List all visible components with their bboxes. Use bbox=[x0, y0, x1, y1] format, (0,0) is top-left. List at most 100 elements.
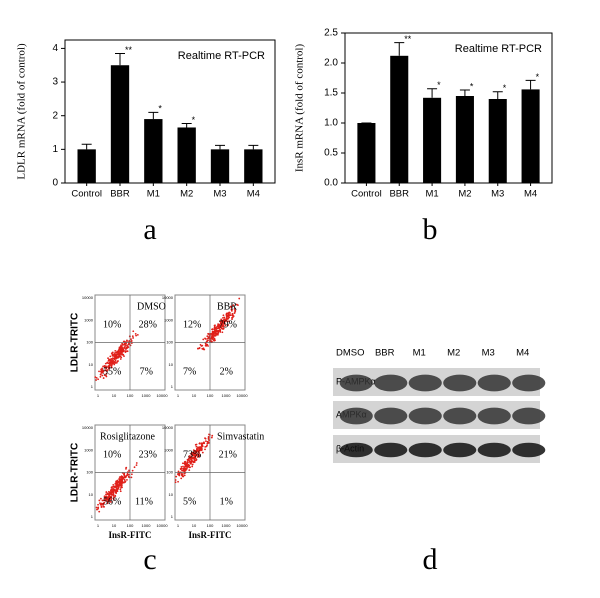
quadrant-ur: 28% bbox=[139, 319, 157, 330]
y-tick-label: 100 bbox=[86, 470, 93, 475]
band bbox=[512, 407, 546, 425]
event-dot bbox=[203, 348, 206, 351]
band bbox=[512, 374, 546, 392]
event-dot bbox=[111, 360, 113, 363]
event-dot bbox=[119, 488, 122, 491]
event-dot bbox=[195, 448, 198, 450]
event-dot bbox=[111, 358, 113, 361]
y-tick-label: 10000 bbox=[162, 295, 174, 300]
event-dot bbox=[193, 452, 196, 455]
error-bar bbox=[248, 144, 259, 150]
panel-label: a bbox=[143, 213, 156, 246]
event-dot bbox=[112, 490, 115, 493]
event-dot bbox=[213, 334, 216, 337]
event-dot bbox=[214, 334, 217, 337]
event-dot bbox=[95, 376, 98, 379]
event-dot bbox=[214, 331, 217, 333]
lane-label: BBR bbox=[375, 348, 395, 359]
event-dot bbox=[182, 465, 184, 468]
significance-mark: * bbox=[470, 81, 474, 91]
event-dot bbox=[201, 445, 204, 448]
event-dot bbox=[231, 318, 233, 321]
quadrant-ul: 10% bbox=[103, 319, 121, 330]
event-dot bbox=[213, 326, 216, 329]
event-dot bbox=[186, 459, 189, 462]
sample-label: BBR bbox=[217, 301, 237, 312]
event-dot bbox=[124, 346, 127, 348]
x-tick-label: M4 bbox=[247, 189, 260, 200]
event-dot bbox=[229, 312, 231, 314]
event-dot bbox=[113, 353, 116, 356]
event-dot bbox=[135, 464, 138, 467]
event-dot bbox=[110, 486, 113, 489]
event-dot bbox=[216, 327, 218, 330]
event-dot bbox=[115, 487, 118, 490]
event-dot bbox=[106, 496, 109, 499]
event-dot bbox=[238, 297, 241, 300]
event-dot bbox=[97, 506, 100, 509]
event-dot bbox=[189, 466, 191, 469]
event-dot bbox=[115, 351, 118, 354]
event-dot bbox=[234, 309, 237, 312]
error-bar bbox=[81, 143, 92, 150]
event-dot bbox=[107, 357, 109, 360]
event-dot bbox=[114, 349, 117, 352]
event-dot bbox=[183, 468, 185, 471]
event-dot bbox=[118, 484, 121, 486]
event-dot bbox=[220, 318, 223, 321]
event-dot bbox=[116, 479, 119, 482]
event-dot bbox=[197, 347, 199, 350]
y-tick-label: 2 bbox=[52, 110, 58, 121]
y-tick-label: 2.5 bbox=[324, 28, 338, 39]
y-tick-label: 1 bbox=[91, 384, 94, 389]
event-dot bbox=[184, 465, 187, 468]
y-tick-label: 1 bbox=[171, 514, 174, 519]
event-dot bbox=[174, 479, 177, 481]
error-bar bbox=[427, 88, 438, 98]
error-bar bbox=[525, 79, 536, 90]
event-dot bbox=[223, 322, 225, 325]
y-tick-label: 100 bbox=[166, 340, 173, 345]
event-dot bbox=[228, 316, 231, 319]
band bbox=[443, 407, 477, 425]
event-dot bbox=[119, 479, 121, 482]
event-dot bbox=[177, 480, 179, 483]
x-tick-label: 100 bbox=[127, 523, 134, 528]
event-dot bbox=[187, 461, 189, 464]
event-dot bbox=[198, 448, 201, 450]
event-dot bbox=[211, 434, 214, 437]
event-dot bbox=[192, 452, 195, 454]
event-dot bbox=[100, 505, 103, 508]
event-dot bbox=[223, 316, 226, 319]
event-dot bbox=[95, 506, 98, 509]
event-dot bbox=[124, 476, 127, 479]
event-dot bbox=[197, 446, 200, 449]
event-dot bbox=[203, 441, 205, 444]
significance-mark: ** bbox=[125, 45, 133, 55]
y-tick-label: 10 bbox=[169, 362, 174, 367]
y-tick-label: 1.5 bbox=[324, 88, 338, 99]
chart-annotation: Realtime RT-PCR bbox=[178, 50, 265, 62]
event-dot bbox=[97, 507, 100, 510]
event-dot bbox=[123, 476, 125, 479]
event-dot bbox=[101, 371, 104, 374]
event-dot bbox=[201, 451, 204, 454]
event-dot bbox=[116, 485, 119, 488]
event-dot bbox=[127, 474, 129, 476]
y-tick-label: 10 bbox=[169, 492, 174, 497]
event-dot bbox=[210, 339, 212, 342]
event-dot bbox=[118, 348, 121, 351]
event-dot bbox=[201, 344, 204, 347]
lane-label: M2 bbox=[447, 348, 460, 359]
event-dot bbox=[188, 460, 191, 463]
event-dot bbox=[230, 309, 233, 312]
event-dot bbox=[127, 343, 130, 346]
event-dot bbox=[119, 478, 122, 481]
event-dot bbox=[210, 332, 213, 335]
event-dot bbox=[126, 478, 128, 481]
event-dot bbox=[121, 342, 124, 345]
event-dot bbox=[108, 364, 111, 367]
event-dot bbox=[215, 332, 218, 335]
x-tick-label: M3 bbox=[213, 189, 226, 200]
